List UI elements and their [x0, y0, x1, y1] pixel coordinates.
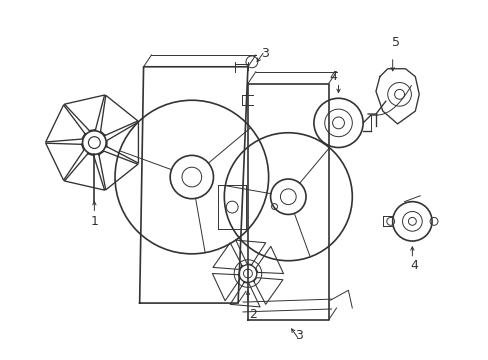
Text: 4: 4 — [409, 259, 417, 272]
Text: 3: 3 — [260, 48, 268, 60]
Text: 5: 5 — [391, 36, 399, 49]
Text: 4: 4 — [329, 70, 337, 83]
Text: 3: 3 — [295, 329, 303, 342]
Text: 1: 1 — [90, 215, 98, 228]
Text: 2: 2 — [248, 309, 256, 321]
